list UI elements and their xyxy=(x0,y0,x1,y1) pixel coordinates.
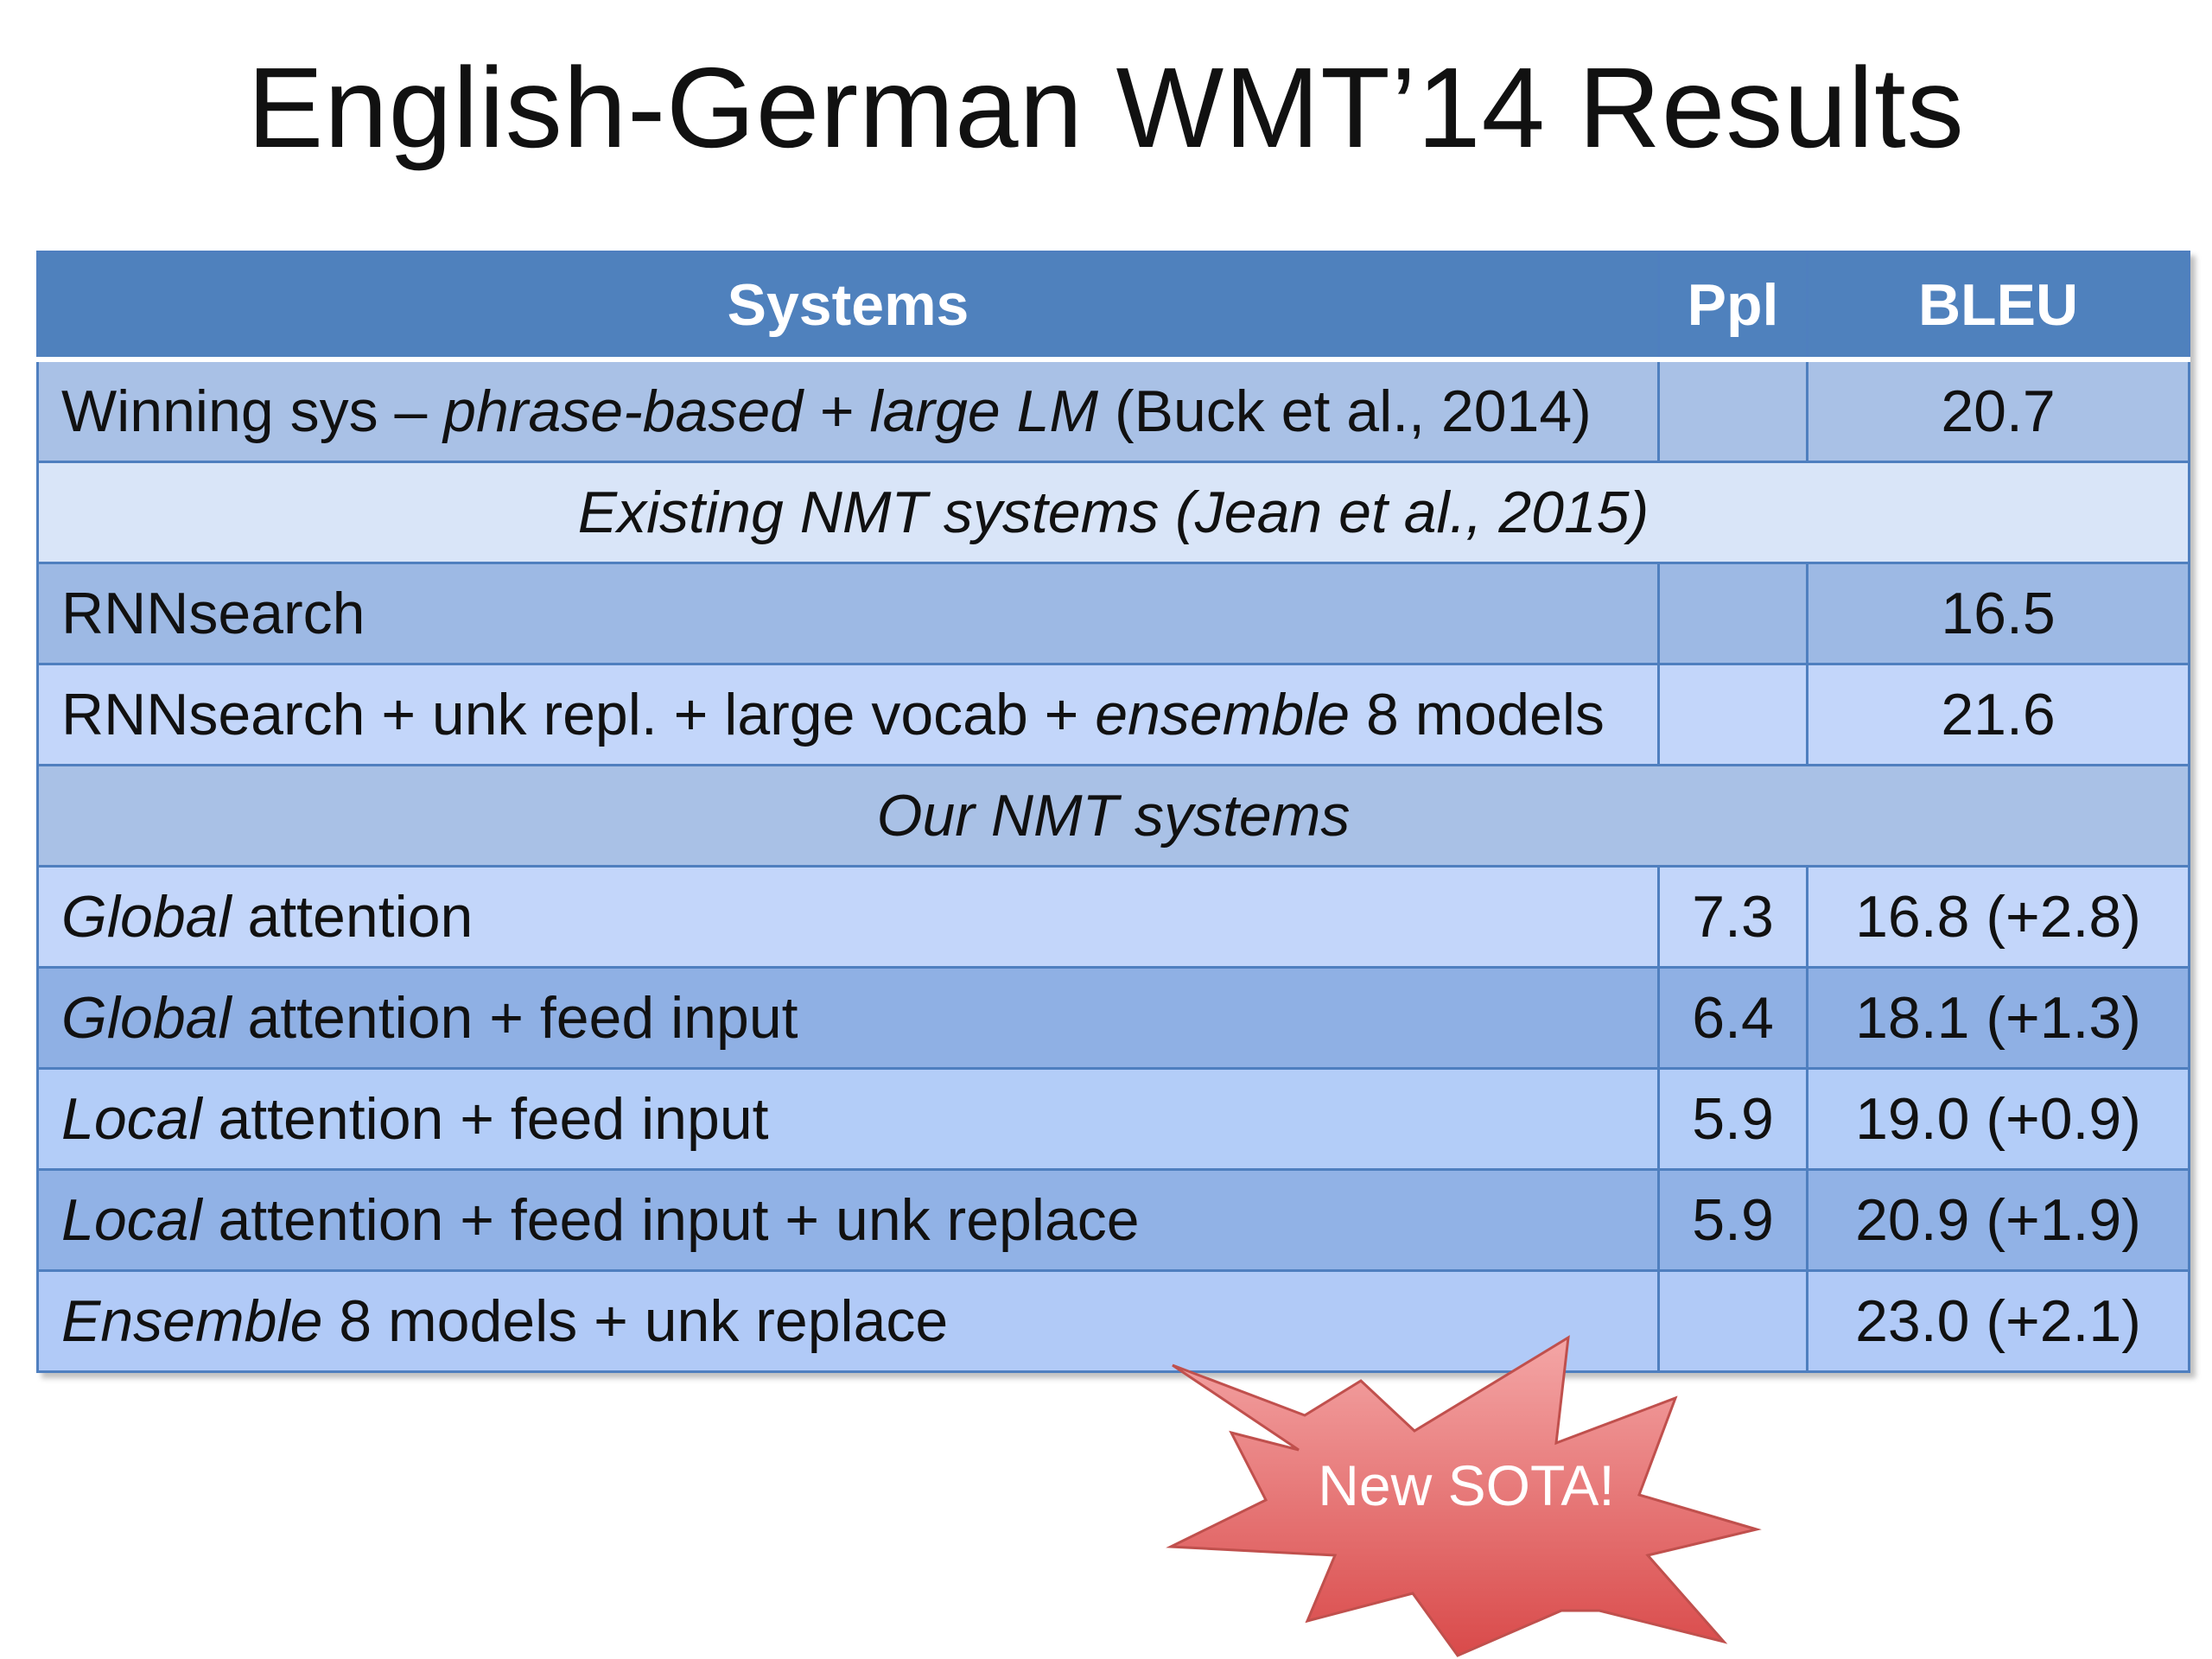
system-cell: RNNsearch + unk repl. + large vocab + en… xyxy=(36,663,1660,766)
table-row: Ensemble 8 models + unk replace 23.0 (+2… xyxy=(36,1269,2190,1373)
system-cell: Local attention + feed input + unk repla… xyxy=(36,1168,1660,1272)
table-row-rnnsearch-ensemble: RNNsearch + unk repl. + large vocab + en… xyxy=(36,663,2190,766)
header-row: Systems Ppl BLEU xyxy=(36,251,2190,362)
system-cell: RNNsearch xyxy=(36,562,1660,665)
section-row-existing: Existing NMT systems (Jean et al., 2015) xyxy=(36,461,2190,564)
ppl-cell: 7.3 xyxy=(1657,865,1808,969)
table-row: Global attention 7.3 16.8 (+2.8) xyxy=(36,865,2190,969)
system-cell: Winning sys – phrase-based + large LM (B… xyxy=(36,358,1660,463)
section-label: Our NMT systems xyxy=(36,764,2190,868)
bleu-cell: 18.1 (+1.3) xyxy=(1806,966,2190,1070)
bleu-cell: 16.5 xyxy=(1806,562,2190,665)
header-bleu: BLEU xyxy=(1806,251,2190,362)
table-row: Local attention + feed input 5.9 19.0 (+… xyxy=(36,1067,2190,1171)
system-cell: Local attention + feed input xyxy=(36,1067,1660,1171)
slide-title: English-German WMT’14 Results xyxy=(247,44,1965,171)
ppl-cell: 5.9 xyxy=(1657,1168,1808,1272)
ppl-cell xyxy=(1657,562,1808,665)
table-row: Local attention + feed input + unk repla… xyxy=(36,1168,2190,1272)
header-systems: Systems xyxy=(36,251,1660,362)
bleu-cell: 16.8 (+2.8) xyxy=(1806,865,2190,969)
system-cell: Global attention + feed input xyxy=(36,966,1660,1070)
bleu-cell: 21.6 xyxy=(1806,663,2190,766)
badge-text: New SOTA! xyxy=(1318,1453,1615,1517)
bleu-cell: 20.7 xyxy=(1806,358,2190,463)
new-sota-badge: New SOTA! xyxy=(1166,1335,1762,1657)
section-row-ours: Our NMT systems xyxy=(36,764,2190,868)
system-cell: Ensemble 8 models + unk replace xyxy=(36,1269,1660,1373)
table-row: Global attention + feed input 6.4 18.1 (… xyxy=(36,966,2190,1070)
ppl-cell: 6.4 xyxy=(1657,966,1808,1070)
ppl-cell xyxy=(1657,358,1808,463)
header-ppl: Ppl xyxy=(1657,251,1808,362)
bleu-cell: 19.0 (+0.9) xyxy=(1806,1067,2190,1171)
starburst-shape xyxy=(1166,1335,1762,1657)
ppl-cell: 5.9 xyxy=(1657,1067,1808,1171)
ppl-cell xyxy=(1657,663,1808,766)
bleu-cell: 20.9 (+1.9) xyxy=(1806,1168,2190,1272)
results-table: Systems Ppl BLEU Winning sys – phrase-ba… xyxy=(36,251,2190,1373)
bleu-cell: 23.0 (+2.1) xyxy=(1806,1269,2190,1373)
table-row-winning: Winning sys – phrase-based + large LM (B… xyxy=(36,358,2190,463)
system-cell: Global attention xyxy=(36,865,1660,969)
section-label: Existing NMT systems (Jean et al., 2015) xyxy=(36,461,2190,564)
table-row-rnnsearch: RNNsearch 16.5 xyxy=(36,562,2190,665)
ppl-cell xyxy=(1657,1269,1808,1373)
